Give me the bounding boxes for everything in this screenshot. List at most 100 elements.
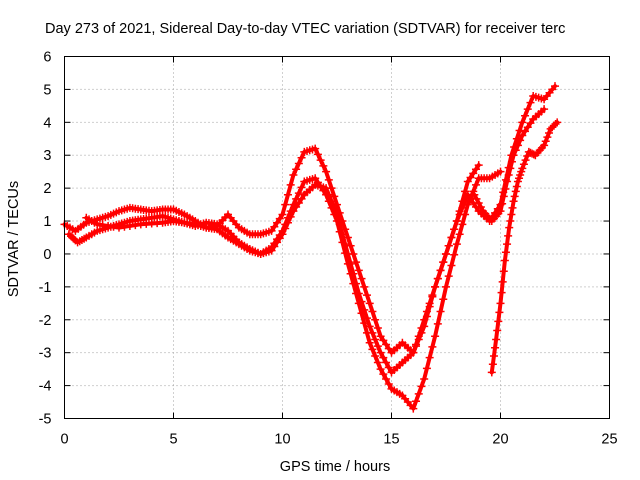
data-point (493, 326, 502, 335)
data-point (420, 315, 429, 324)
data-point (463, 177, 472, 186)
data-point (509, 197, 518, 206)
data-point (518, 118, 527, 127)
y-tick-label: 5 (43, 82, 51, 98)
data-point (436, 266, 445, 275)
data-point (511, 146, 520, 155)
series-line (84, 84, 557, 375)
data-point (292, 165, 301, 174)
x-tick-label: 5 (169, 432, 177, 448)
data-point (487, 368, 496, 377)
data-point (346, 259, 355, 268)
data-point (357, 274, 366, 283)
y-tick-label: 0 (43, 247, 51, 263)
data-point (360, 282, 369, 291)
data-point (551, 119, 560, 128)
data-point (267, 226, 276, 235)
y-tick-label: 3 (43, 148, 51, 164)
y-tick-label: -4 (39, 379, 52, 395)
data-point (289, 207, 298, 216)
data-point (442, 282, 450, 291)
data-point (503, 177, 512, 186)
data-point (422, 364, 431, 373)
data-point (354, 289, 363, 298)
data-point (511, 187, 520, 196)
data-point (368, 328, 377, 337)
data-point (507, 157, 516, 166)
data-point (275, 234, 284, 243)
data-point (458, 203, 467, 212)
data-point (311, 144, 320, 153)
data-point (297, 194, 306, 203)
plot-frame (64, 56, 610, 419)
data-point (384, 363, 393, 372)
data-point (447, 261, 456, 270)
data-point (365, 299, 374, 308)
series-layer (60, 82, 562, 413)
data-point (497, 288, 506, 297)
data-point (507, 210, 516, 219)
data-point (349, 269, 358, 278)
data-point (281, 200, 290, 209)
data-point (518, 131, 527, 140)
x-tick-label: 15 (383, 432, 399, 448)
y-tick-label: 1 (43, 214, 51, 230)
data-point (521, 156, 530, 165)
series-trace-4 (487, 118, 562, 377)
data-point (455, 210, 464, 219)
data-point (352, 258, 361, 267)
data-point (335, 220, 344, 229)
data-point (379, 370, 388, 379)
data-point (492, 335, 501, 344)
data-point (352, 279, 361, 288)
data-point (373, 342, 382, 351)
data-point (450, 250, 459, 259)
data-point (442, 249, 450, 258)
data-point (360, 305, 369, 314)
data-point (551, 82, 559, 91)
data-point (384, 344, 393, 353)
data-point (289, 170, 298, 179)
data-point (98, 221, 107, 230)
data-point (529, 150, 538, 159)
data-point (373, 324, 382, 332)
data-point (341, 240, 350, 249)
data-point (382, 340, 391, 349)
x-tick-label: 25 (601, 432, 617, 448)
data-point (346, 241, 355, 250)
data-point (297, 183, 306, 192)
data-point (382, 358, 391, 367)
data-point (444, 272, 453, 281)
data-point (508, 203, 517, 212)
data-point (450, 225, 459, 234)
data-point (499, 192, 508, 201)
y-tick-label: -3 (39, 346, 52, 362)
data-point (362, 291, 371, 300)
data-point (518, 164, 527, 173)
data-point (458, 220, 467, 229)
x-tick-label: 20 (492, 432, 508, 448)
data-point (422, 307, 431, 316)
data-point (512, 182, 521, 191)
y-tick-label: 2 (43, 181, 51, 197)
data-point (131, 221, 140, 230)
data-point (417, 382, 426, 391)
data-point (115, 223, 123, 232)
data-point (428, 342, 437, 351)
data-point (455, 230, 464, 239)
data-point (436, 307, 445, 316)
data-point (452, 240, 461, 249)
data-point (489, 351, 498, 360)
data-point (420, 375, 429, 384)
y-tick-label: -5 (39, 412, 52, 428)
data-point (540, 141, 549, 150)
data-point (523, 123, 532, 132)
data-point (496, 299, 505, 308)
data-point (439, 295, 448, 304)
data-point (120, 222, 129, 231)
data-point (365, 338, 374, 347)
data-point (324, 175, 333, 184)
data-point (357, 297, 366, 306)
data-point (273, 218, 282, 227)
data-point (515, 126, 524, 135)
